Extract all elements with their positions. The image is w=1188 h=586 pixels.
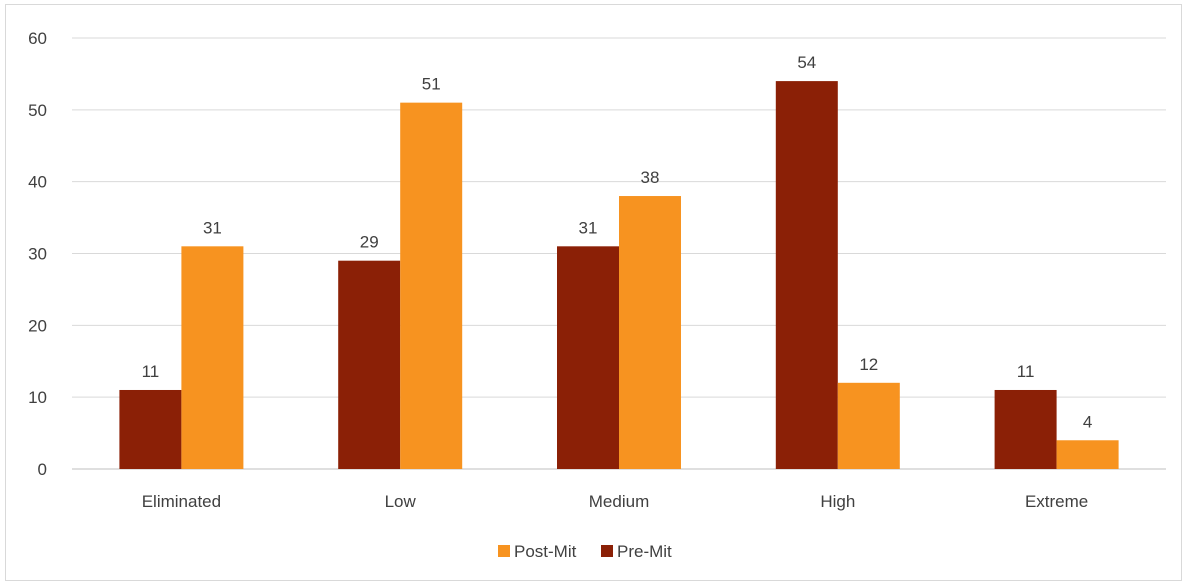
y-tick-label: 60 — [28, 29, 47, 48]
bar-pre-mit-eliminated — [119, 389, 182, 469]
bar-pre-mit-extreme — [994, 389, 1057, 469]
y-tick-label: 10 — [28, 388, 47, 407]
legend-label: Post-Mit — [514, 542, 577, 561]
data-labels: 11 31 29 51 31 38 54 12 11 4 — [142, 53, 1093, 431]
bar-post-mit-high — [837, 382, 900, 469]
data-label: 11 — [142, 362, 160, 381]
y-tick-label: 20 — [28, 316, 47, 335]
bar-post-mit-medium — [619, 196, 681, 470]
data-label: 31 — [203, 218, 222, 237]
data-label: 4 — [1083, 412, 1092, 431]
data-label: 12 — [859, 355, 878, 374]
legend-swatch — [498, 545, 510, 557]
y-tick-label: 0 — [38, 460, 47, 479]
y-tick-label: 50 — [28, 101, 47, 120]
bar-pre-mit-medium — [557, 246, 619, 469]
y-tick-label: 40 — [28, 173, 47, 192]
legend: Post-Mit Pre-Mit — [498, 542, 672, 561]
y-axis-ticks: 0 10 20 30 40 50 60 — [28, 29, 47, 479]
bar-post-mit-extreme — [1056, 440, 1119, 469]
bars — [119, 81, 1119, 470]
data-label: 51 — [422, 75, 441, 94]
legend-label: Pre-Mit — [617, 542, 672, 561]
x-tick-label: Low — [385, 492, 417, 511]
bar-post-mit-eliminated — [181, 246, 244, 469]
data-label: 38 — [641, 168, 660, 187]
data-label: 11 — [1017, 362, 1035, 381]
bar-pre-mit-high — [775, 81, 838, 469]
bar-post-mit-low — [400, 102, 463, 470]
x-axis-ticks: Eliminated Low Medium High Extreme — [142, 492, 1089, 511]
x-tick-label: Eliminated — [142, 492, 221, 511]
gridlines — [72, 37, 1166, 470]
bar-pre-mit-low — [338, 260, 401, 469]
x-tick-label: Medium — [589, 492, 649, 511]
legend-swatch — [601, 545, 613, 557]
data-label: 31 — [579, 218, 598, 237]
x-tick-label: High — [820, 492, 855, 511]
x-tick-label: Extreme — [1025, 492, 1088, 511]
data-label: 54 — [797, 53, 816, 72]
y-tick-label: 30 — [28, 245, 47, 264]
data-label: 29 — [360, 233, 379, 252]
